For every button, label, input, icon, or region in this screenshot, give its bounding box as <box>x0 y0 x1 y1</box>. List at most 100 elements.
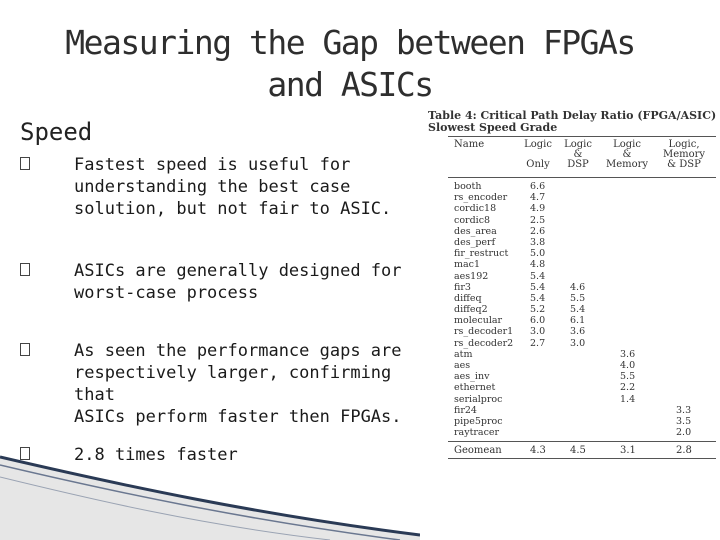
cell-logic-memory-dsp: 2.0 <box>676 427 692 439</box>
cell-logic-only: 4.7 <box>530 192 546 204</box>
table-top-rule <box>448 136 716 137</box>
bullet-marker-icon <box>20 447 30 460</box>
header-logic-memory-dsp: Logic, Memory & DSP <box>662 139 706 170</box>
cell-logic-only: 2.6 <box>530 225 546 237</box>
table-row: raytracer 2.0 <box>428 427 720 438</box>
cell-name: molecular <box>454 315 503 327</box>
bullet-text: Fastest speed is useful for understandin… <box>74 155 392 219</box>
table-row: fir_restruct 5.0 <box>428 248 720 259</box>
cell-name: diffeq2 <box>454 304 488 316</box>
cell-name: rs_decoder1 <box>454 326 514 338</box>
geomean-logic-only: 4.3 <box>530 445 546 457</box>
cell-logic-dsp: 5.4 <box>570 304 586 316</box>
geomean-label: Geomean <box>454 445 502 457</box>
cell-name: fir_restruct <box>454 248 509 260</box>
cell-logic-memory: 3.6 <box>620 348 636 360</box>
cell-name: rs_decoder2 <box>454 337 514 349</box>
header-logic-memory: Logic & Memory <box>605 139 649 170</box>
bullet-text: 2.8 times faster <box>74 445 238 465</box>
table-body: booth 6.6 rs_encoder 4.7 cordic18 4.9 cordic8 2… <box>428 181 720 438</box>
cell-name: ethernet <box>454 382 496 394</box>
table-row: cordic8 2.5 <box>428 215 720 226</box>
table-row: diffeq 5.4 5.5 <box>428 293 720 304</box>
table-row: rs_encoder 4.7 <box>428 192 720 203</box>
table-caption-line-2: Slowest Speed Grade <box>428 121 558 134</box>
table-row: atm 3.6 <box>428 349 720 360</box>
cell-logic-only: 5.4 <box>530 281 546 293</box>
cell-logic-dsp: 4.6 <box>570 281 586 293</box>
table-row: booth 6.6 <box>428 181 720 192</box>
cell-logic-dsp: 3.6 <box>570 326 586 338</box>
cell-logic-only: 3.8 <box>530 236 546 248</box>
table-row: fir3 5.4 4.6 <box>428 282 720 293</box>
slide-title-line-2: and ASICs <box>267 65 434 104</box>
cell-logic-memory-dsp: 3.5 <box>676 415 692 427</box>
header-name: Name <box>454 139 485 150</box>
slide-title-line-1: Measuring the Gap between FPGAs <box>65 23 636 62</box>
table-row: des_perf 3.8 <box>428 237 720 248</box>
cell-name: atm <box>454 348 473 360</box>
cell-logic-memory: 2.2 <box>620 382 636 394</box>
table-bottom-rule <box>448 458 716 460</box>
cell-name: serialproc <box>454 393 503 405</box>
cell-logic-memory: 1.4 <box>620 393 636 405</box>
cell-name: aes_inv <box>454 371 490 383</box>
cell-name: raytracer <box>454 427 500 439</box>
geomean-logic-memory-dsp: 2.8 <box>676 445 692 457</box>
cell-name: mac1 <box>454 259 481 271</box>
table-header: Name Logic Only Logic & DSP Logic & Memo… <box>428 137 720 177</box>
cell-name: cordic18 <box>454 203 497 215</box>
cell-logic-memory: 4.0 <box>620 360 636 371</box>
cell-logic-only: 4.9 <box>530 203 546 215</box>
table-row: des_area 2.6 <box>428 226 720 237</box>
table-caption: Table 4: Critical Path Delay Ratio (FPGA… <box>428 110 720 134</box>
table-row: rs_decoder2 2.7 3.0 <box>428 338 720 349</box>
table-row: aes192 5.4 <box>428 271 720 282</box>
delay-ratio-table: Table 4: Critical Path Delay Ratio (FPGA… <box>428 110 720 460</box>
cell-logic-only: 6.6 <box>530 181 546 192</box>
table-row: pipe5proc 3.5 <box>428 416 720 427</box>
cell-name: pipe5proc <box>454 415 503 427</box>
cell-logic-only: 5.4 <box>530 270 546 282</box>
cell-logic-dsp: 5.5 <box>570 292 586 304</box>
slide-title: Measuring the Gap between FPGAs and ASIC… <box>20 22 680 106</box>
cell-name: rs_encoder <box>454 192 508 204</box>
table-geomean-rule <box>448 441 716 443</box>
cell-logic-only: 2.5 <box>530 214 546 226</box>
header-logic-dsp: Logic & DSP <box>564 139 592 170</box>
decorative-swoosh <box>0 455 420 540</box>
bullet-marker-icon <box>20 263 30 276</box>
cell-name: cordic8 <box>454 214 491 226</box>
table-row: cordic18 4.9 <box>428 203 720 214</box>
cell-logic-only: 3.0 <box>530 326 546 338</box>
cell-logic-only: 5.0 <box>530 248 546 260</box>
cell-logic-dsp: 3.0 <box>570 337 586 349</box>
cell-name: aes <box>454 360 471 371</box>
table-row: diffeq2 5.2 5.4 <box>428 304 720 315</box>
bullet-marker-icon <box>20 157 30 170</box>
cell-name: fir24 <box>454 404 477 416</box>
table-caption-line-1: Table 4: Critical Path Delay Ratio (FPGA… <box>428 109 717 122</box>
cell-name: fir3 <box>454 281 471 293</box>
table-row: rs_decoder1 3.0 3.6 <box>428 326 720 337</box>
table-row: mac1 4.8 <box>428 259 720 270</box>
cell-name: diffeq <box>454 292 482 304</box>
table-row: aes_inv 5.5 <box>428 371 720 382</box>
cell-logic-only: 2.7 <box>530 337 546 349</box>
cell-name: booth <box>454 181 482 192</box>
cell-logic-only: 6.0 <box>530 315 546 327</box>
bullet-text: As seen the performance gaps are respect… <box>74 341 402 427</box>
cell-logic-memory: 5.5 <box>620 371 636 383</box>
header-logic-only: Logic Only <box>524 139 552 170</box>
cell-logic-memory-dsp: 3.3 <box>676 404 692 416</box>
table-row: ethernet 2.2 <box>428 382 720 393</box>
cell-logic-dsp: 6.1 <box>570 315 586 327</box>
table-row: fir24 3.3 <box>428 405 720 416</box>
geomean-logic-dsp: 4.5 <box>570 445 586 457</box>
cell-logic-only: 5.2 <box>530 304 546 316</box>
cell-logic-only: 5.4 <box>530 292 546 304</box>
bullet-text: ASICs are generally designed for worst-c… <box>74 261 402 303</box>
cell-name: aes192 <box>454 270 489 282</box>
geomean-row: Geomean 4.3 4.5 3.1 2.8 <box>428 444 720 458</box>
cell-logic-only: 4.8 <box>530 259 546 271</box>
